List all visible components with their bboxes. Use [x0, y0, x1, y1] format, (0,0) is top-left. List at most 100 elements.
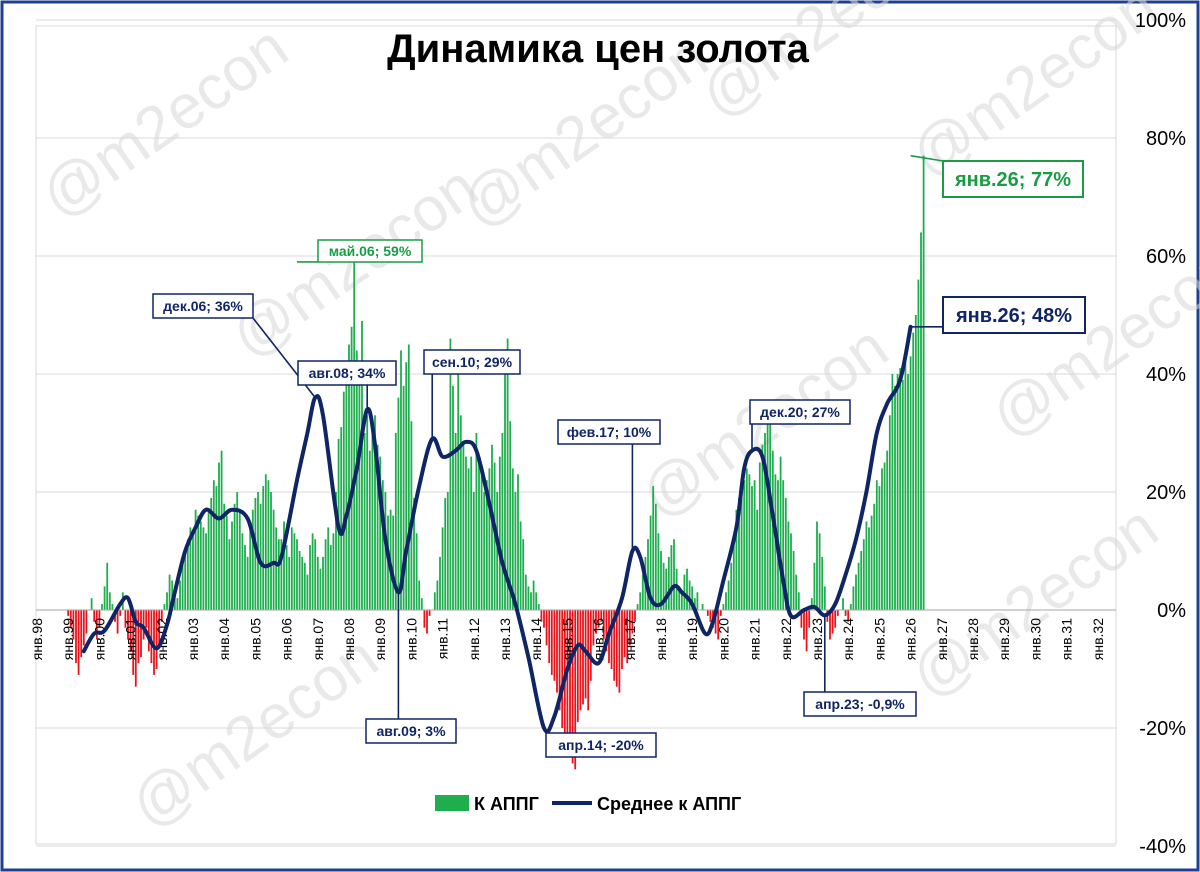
- x-tick-label: янв.21: [747, 618, 763, 660]
- bar: [818, 533, 821, 610]
- bar: [220, 450, 223, 610]
- bar: [85, 610, 88, 634]
- bar: [691, 586, 694, 610]
- bar: [751, 486, 753, 610]
- bar: [592, 610, 595, 646]
- plot-area: [35, 25, 1117, 845]
- bar: [306, 574, 309, 610]
- bar: [467, 468, 470, 610]
- bar: [319, 568, 322, 610]
- bar: [501, 433, 504, 610]
- bar: [509, 421, 512, 610]
- bar: [535, 592, 538, 610]
- bar: [743, 480, 746, 610]
- bar: [909, 356, 912, 610]
- annotation-label: авг.09; 3%: [376, 723, 446, 739]
- x-tick-label: янв.00: [91, 618, 107, 660]
- x-tick-label: янв.25: [871, 618, 887, 660]
- bar: [270, 492, 272, 610]
- bar: [693, 598, 696, 610]
- bar: [881, 468, 883, 610]
- annotation-box: [942, 160, 1084, 198]
- bar: [329, 545, 332, 610]
- bar: [280, 539, 283, 610]
- bar: [249, 521, 252, 610]
- bar: [753, 480, 756, 610]
- bar: [392, 515, 395, 610]
- bar: [587, 610, 590, 711]
- x-tick-label: янв.01: [123, 618, 139, 660]
- bar: [134, 610, 137, 687]
- bar: [301, 556, 304, 610]
- annotation-label: апр.23; -0,9%: [815, 696, 905, 712]
- bar: [366, 415, 369, 610]
- x-axis-ticks: янв.98 янв.99 янв.00 янв.01 янв.02 янв.03 янв.…: [29, 618, 1106, 660]
- bar: [262, 486, 265, 610]
- x-tick-label: янв.99: [60, 618, 76, 660]
- bar: [784, 497, 787, 610]
- bar: [553, 610, 556, 681]
- bar: [142, 610, 145, 640]
- bar: [449, 338, 452, 610]
- bar: [267, 480, 270, 610]
- bar: [75, 610, 77, 664]
- bar: [163, 604, 166, 610]
- bar: [428, 610, 431, 616]
- bar: [475, 433, 478, 610]
- bar: [896, 374, 899, 610]
- annotation-label: янв.26; 48%: [955, 305, 1072, 327]
- bar: [145, 610, 148, 628]
- x-tick-label: янв.20: [715, 618, 731, 660]
- bar: [816, 521, 818, 610]
- x-tick-label: янв.18: [653, 618, 669, 660]
- bar: [504, 368, 506, 610]
- x-tick-label: янв.06: [279, 618, 295, 660]
- bar: [764, 433, 766, 610]
- bar: [600, 610, 603, 622]
- bar: [730, 562, 733, 610]
- bar: [332, 533, 335, 610]
- bar: [722, 604, 725, 610]
- bar: [922, 155, 925, 610]
- y-tick-label: 20%: [1146, 482, 1186, 504]
- bar: [709, 610, 712, 622]
- bar: [582, 610, 584, 705]
- bar: [236, 492, 239, 610]
- x-tick-label: янв.12: [466, 618, 482, 660]
- bar: [259, 503, 262, 610]
- bar: [532, 580, 535, 610]
- bar: [680, 592, 683, 610]
- bar: [514, 492, 517, 610]
- bar: [80, 610, 83, 658]
- bar: [311, 533, 314, 610]
- bar: [405, 362, 408, 610]
- bar: [327, 527, 330, 610]
- bar: [803, 610, 805, 640]
- x-tick-label: янв.19: [684, 618, 700, 660]
- bar: [787, 521, 790, 610]
- bar: [124, 610, 127, 628]
- bar: [665, 568, 668, 610]
- annotation-box: [557, 419, 661, 445]
- y-axis-ticks: -40% -20% 0% 20% 40% 60% 80% 100%: [1135, 10, 1186, 858]
- y-tick-label: -20%: [1139, 718, 1186, 740]
- bar: [160, 610, 163, 622]
- bar: [225, 515, 228, 610]
- bar: [155, 610, 158, 669]
- bar: [904, 362, 907, 610]
- bar: [498, 456, 501, 610]
- bar: [875, 480, 878, 610]
- bar: [361, 320, 363, 610]
- x-tick-label: янв.11: [435, 618, 451, 659]
- x-tick-label: янв.98: [29, 618, 45, 660]
- bar: [77, 610, 80, 675]
- bar: [670, 545, 673, 610]
- bar: [696, 592, 699, 610]
- bar: [264, 474, 267, 610]
- bar: [147, 610, 150, 652]
- bar: [782, 480, 785, 610]
- bar: [251, 509, 254, 610]
- bar: [335, 492, 337, 610]
- bar: [277, 539, 280, 610]
